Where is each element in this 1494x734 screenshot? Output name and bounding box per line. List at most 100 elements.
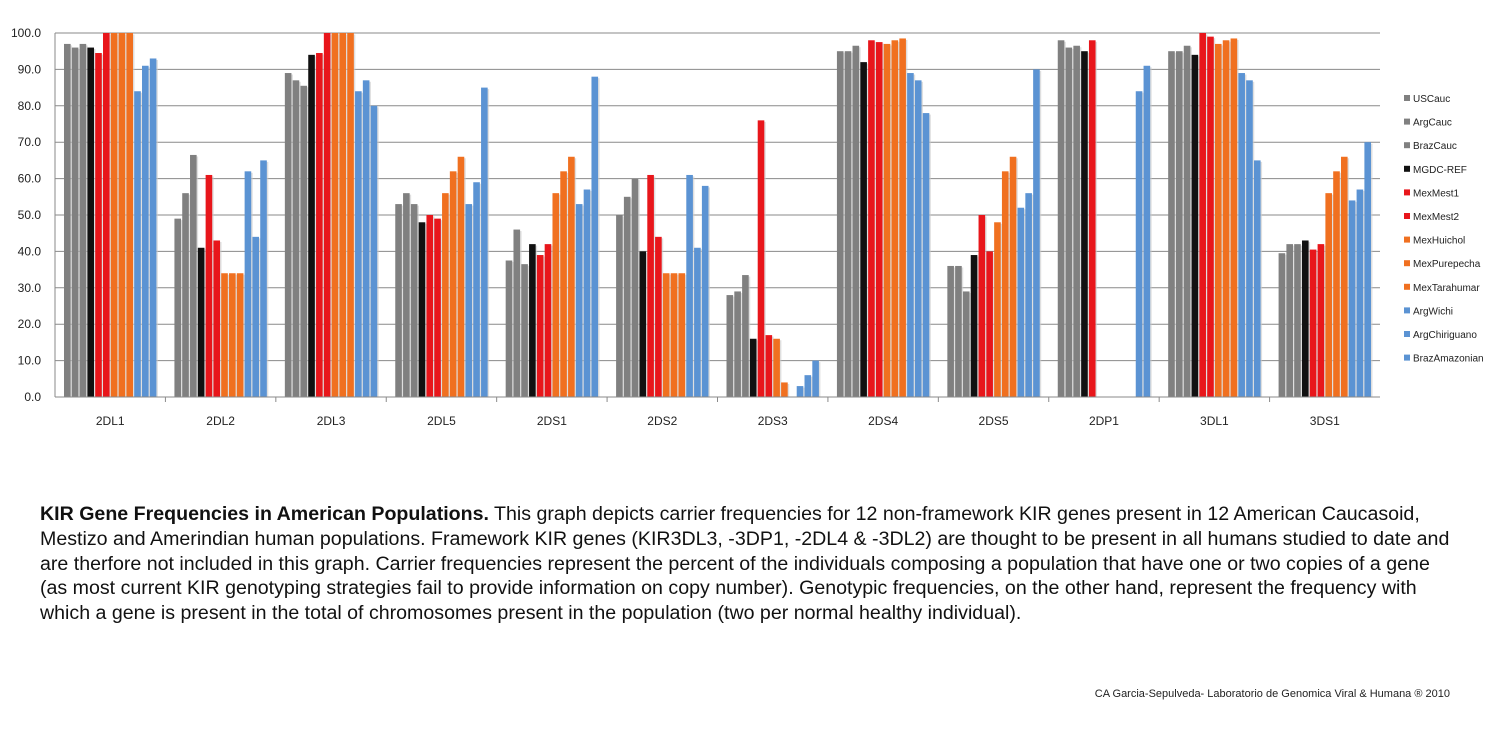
bar [955,265,962,397]
bar [836,51,844,397]
y-tick-label: 20.0 [18,317,42,331]
x-category-label: 3DL1 [1200,414,1229,428]
bar [749,338,757,397]
bar [1033,69,1040,398]
bar [292,80,300,397]
y-tick-label: 100.0 [11,26,41,40]
bar [403,193,410,397]
legend-swatch [1404,260,1410,267]
bar [947,265,954,397]
bar [457,156,465,397]
bar [1017,207,1025,397]
bar [252,236,260,397]
legend-label: ArgWichi [1413,306,1453,317]
bar [860,62,867,398]
bar [1348,200,1356,397]
bar [1081,51,1088,397]
bar [742,275,749,397]
bars [64,33,1373,398]
bar [1309,249,1317,397]
bar [1183,45,1191,398]
legend-swatch [1404,307,1410,314]
bar [362,80,370,397]
bar [434,218,441,397]
chart-svg: 0.0 10.0 20.0 30.0 40.0 50.0 60.0 70.0 80.0 90.0 1… [11,26,1484,428]
bar [1325,193,1332,397]
bar [1175,51,1183,397]
bar [1278,253,1286,397]
bar [182,193,189,397]
bar [631,178,639,397]
bar [79,43,87,398]
x-category-label: 2DL5 [427,414,456,428]
bar [1001,171,1009,397]
bar [773,338,780,397]
bar [1214,43,1222,398]
bar [395,204,402,397]
bar [410,204,418,397]
bar [134,91,141,398]
y-tick-label: 0.0 [24,390,41,404]
credit-line: CA Garcia-Sepulveda- Laboratorio de Geno… [1094,688,1450,700]
x-category-label: 2DS5 [979,414,1009,428]
bar [678,273,686,397]
bar [316,53,323,398]
bar [505,260,513,397]
bar [1356,189,1364,397]
legend-label: ArgChiriguano [1413,330,1477,341]
bar [418,222,426,397]
bar [174,218,182,397]
bar [591,76,599,398]
bar [260,160,267,397]
bar [95,53,102,398]
bar [1143,65,1151,397]
bar [229,273,236,397]
bar [1057,40,1065,397]
bar [1135,91,1143,398]
bar [1364,142,1371,397]
bar [623,196,631,397]
bar [560,171,567,397]
bar [781,382,788,397]
bar [149,58,157,397]
bar [536,255,544,397]
bar [1253,160,1261,397]
legend-swatch [1404,213,1410,219]
bar [726,295,734,397]
bar [64,43,71,398]
bar [142,65,149,397]
bar [994,222,1001,397]
bar [868,40,875,397]
x-category-label: 3DS1 [1310,414,1340,428]
x-category-label: 2DS4 [868,414,898,428]
legend-label: MexPurepecha [1413,259,1481,270]
bar [442,193,449,397]
bar [339,33,347,397]
bar [757,120,765,398]
bar [899,38,906,398]
legend-label: MexTarahumar [1413,283,1480,294]
bar [323,33,331,397]
bar [962,291,970,397]
bar [812,360,819,397]
bar [300,85,308,397]
bar [875,42,883,397]
bar [701,185,709,397]
bar [922,113,930,397]
bar [213,240,221,397]
legend-label: BrazAmazonian [1413,354,1484,365]
legend-label: MexMest1 [1413,188,1460,199]
bar [639,251,647,397]
bar [1301,240,1309,397]
legend-label: MexHuichol [1413,236,1465,247]
legend-swatch [1404,354,1410,361]
y-tick-label: 10.0 [18,354,42,368]
bar [796,386,804,397]
bar [1294,244,1301,397]
bar [205,174,213,397]
bar [1317,244,1325,397]
bar [891,40,899,397]
bar [1286,244,1293,397]
bar [575,204,583,397]
bar [844,51,852,397]
